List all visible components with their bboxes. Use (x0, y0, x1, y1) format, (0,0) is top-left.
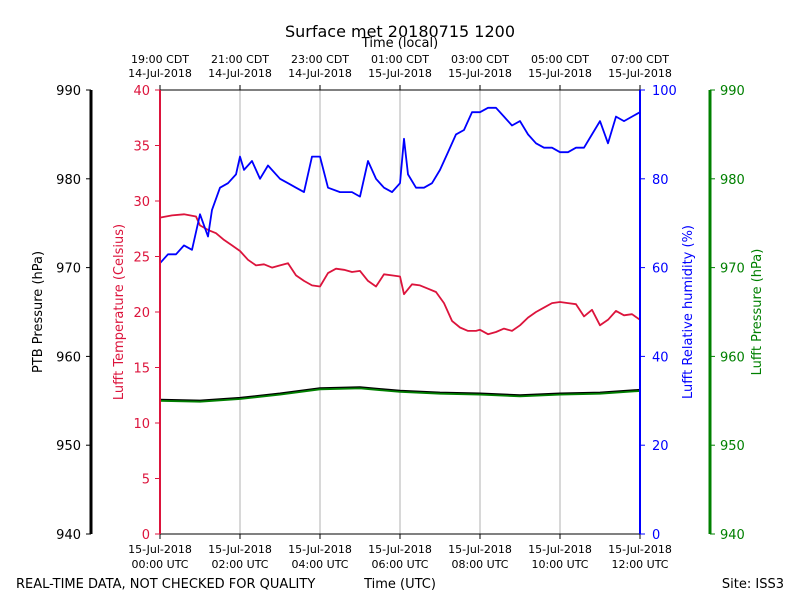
top-tick-label-time: 07:00 CDT (611, 53, 669, 66)
x-tick-label-time: 10:00 UTC (531, 558, 588, 571)
top-tick-label-date: 15-Jul-2018 (528, 67, 592, 80)
x-tick-label-time: 08:00 UTC (451, 558, 508, 571)
y-axis-title-rh: Lufft Relative humidity (%) (681, 225, 696, 399)
top-tick-label-date: 15-Jul-2018 (608, 67, 672, 80)
y-tick-label-ptb: 990 (56, 84, 81, 99)
y-tick-label-ptb: 940 (56, 528, 81, 543)
series-line-temp (159, 213, 641, 336)
y-tick-label-rh: 60 (652, 262, 669, 277)
y-tick-label-rh: 0 (652, 528, 660, 543)
y-axis-title-lufft_p: Lufft Pressure (hPa) (750, 249, 765, 376)
grid-lines (239, 90, 561, 534)
y-tick-label-lufft_p: 950 (720, 439, 745, 454)
top-tick-label-date: 15-Jul-2018 (368, 67, 432, 80)
x-tick-label-date: 15-Jul-2018 (608, 543, 672, 556)
series-line-lufft_p (159, 387, 641, 403)
y-tick-label-ptb: 970 (56, 262, 81, 277)
top-tick-label-date: 14-Jul-2018 (208, 67, 272, 80)
x-tick-label-date: 15-Jul-2018 (208, 543, 272, 556)
y-tick-label-temp: 10 (133, 417, 150, 432)
x-tick-label-date: 15-Jul-2018 (528, 543, 592, 556)
x-tick-label-time: 00:00 UTC (131, 558, 188, 571)
y-tick-label-temp: 30 (133, 195, 150, 210)
series-line-rh (159, 106, 641, 264)
top-tick-label-time: 23:00 CDT (291, 53, 349, 66)
quality-notice: REAL-TIME DATA, NOT CHECKED FOR QUALITY (16, 577, 315, 592)
y-tick-label-rh: 100 (652, 84, 677, 99)
x-tick-label-time: 04:00 UTC (291, 558, 348, 571)
y-tick-label-ptb: 960 (56, 350, 81, 365)
top-tick-label-time: 01:00 CDT (371, 53, 429, 66)
y-tick-label-lufft_p: 980 (720, 173, 745, 188)
y-tick-label-lufft_p: 960 (720, 350, 745, 365)
top-tick-label-date: 15-Jul-2018 (448, 67, 512, 80)
axes-layer: 15-Jul-2018 00:00 UTC 15-Jul-2018 02:00 UTC… (31, 53, 765, 571)
y-axis-title-ptb: PTB Pressure (hPa) (31, 251, 46, 373)
series-layer (159, 106, 641, 403)
top-tick-label-time: 19:00 CDT (131, 53, 189, 66)
x-tick-label-time: 12:00 UTC (611, 558, 668, 571)
x-tick-label-time: 02:00 UTC (211, 558, 268, 571)
chart-title: Surface met 20180715 1200 (285, 22, 515, 41)
y-tick-label-temp: 35 (133, 140, 150, 155)
y-tick-label-ptb: 980 (56, 173, 81, 188)
y-tick-label-temp: 25 (133, 251, 150, 266)
y-tick-label-lufft_p: 970 (720, 262, 745, 277)
y-tick-label-temp: 0 (142, 528, 150, 543)
x-axis-label: Time (UTC) (363, 577, 436, 592)
top-tick-label-time: 21:00 CDT (211, 53, 269, 66)
y-tick-label-rh: 80 (652, 173, 669, 188)
top-tick-label-date: 14-Jul-2018 (288, 67, 352, 80)
x-tick-label-date: 15-Jul-2018 (128, 543, 192, 556)
x-tick-label-time: 06:00 UTC (371, 558, 428, 571)
y-tick-label-temp: 20 (133, 306, 150, 321)
y-tick-label-temp: 5 (142, 473, 150, 488)
top-tick-label-time: 03:00 CDT (451, 53, 509, 66)
y-tick-label-ptb: 950 (56, 439, 81, 454)
x-tick-label-date: 15-Jul-2018 (368, 543, 432, 556)
x-tick-label-date: 15-Jul-2018 (288, 543, 352, 556)
y-tick-label-temp: 15 (133, 362, 150, 377)
top-axis-label: Time (local) (361, 36, 438, 51)
x-tick-label-date: 15-Jul-2018 (448, 543, 512, 556)
y-axis-title-temp: Lufft Temperature (Celsius) (112, 224, 127, 400)
top-tick-label-date: 14-Jul-2018 (128, 67, 192, 80)
y-tick-label-rh: 40 (652, 350, 669, 365)
y-tick-label-rh: 20 (652, 439, 669, 454)
site-label: Site: ISS3 (722, 577, 784, 592)
top-tick-label-time: 05:00 CDT (531, 53, 589, 66)
y-tick-label-lufft_p: 940 (720, 528, 745, 543)
y-tick-label-temp: 40 (133, 84, 150, 99)
y-tick-label-lufft_p: 990 (720, 84, 745, 99)
